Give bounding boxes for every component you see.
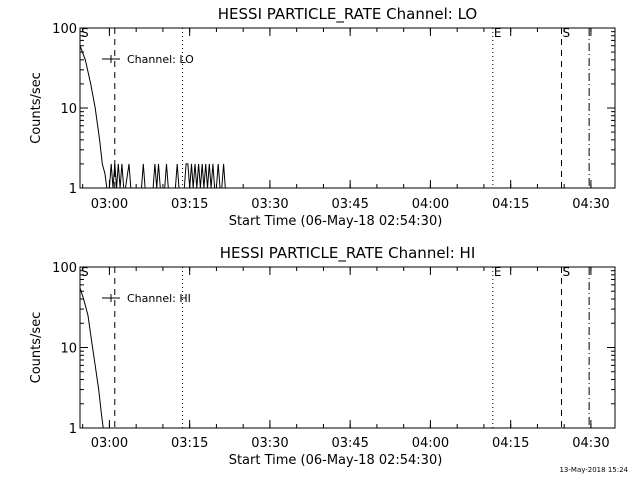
- x-tick-label: 04:15: [492, 436, 529, 451]
- legend-label: Channel: HI: [127, 292, 191, 305]
- y-tick-label: 100: [52, 261, 77, 276]
- x-tick-label: 04:00: [412, 436, 449, 451]
- series-line: [80, 45, 228, 188]
- x-tick-label: 04:30: [572, 197, 609, 212]
- marker-label: S: [563, 265, 571, 279]
- x-tick-label: 03:00: [91, 197, 128, 212]
- x-tick-label: 03:00: [91, 436, 128, 451]
- x-axis-label: Start Time (06-May-18 02:54:30): [229, 453, 443, 468]
- y-tick-label: 10: [60, 102, 77, 117]
- chart-panel-2: HESSI PARTICLE_RATE Channel: HI 03:00 03:1…: [29, 244, 616, 468]
- marker-label: S: [563, 26, 571, 40]
- y-tick-label: 10: [60, 342, 77, 357]
- marker-label: E: [494, 265, 502, 279]
- x-tick-label: 04:15: [492, 197, 529, 212]
- marker-label: S: [81, 26, 89, 40]
- x-tick-label: 03:30: [251, 436, 288, 451]
- y-axis-label: Counts/sec: [29, 312, 44, 384]
- y-tick-label: 1: [69, 182, 77, 197]
- x-tick-label: 03:15: [171, 436, 208, 451]
- x-tick-label: 03:45: [331, 436, 368, 451]
- x-tick-label: 03:45: [331, 197, 368, 212]
- series-line: [80, 287, 104, 428]
- y-tick-label: 1: [69, 422, 77, 437]
- x-axis-label: Start Time (06-May-18 02:54:30): [229, 214, 443, 229]
- chart-panel-1: HESSI PARTICLE_RATE Channel: LO 03:00 03:1…: [29, 5, 616, 229]
- x-tick-label: 03:30: [251, 197, 288, 212]
- marker-label: S: [81, 265, 89, 279]
- y-tick-label: 100: [52, 22, 77, 37]
- plot-frame: [79, 27, 616, 189]
- legend-label: Channel: LO: [127, 53, 194, 66]
- marker-label: E: [494, 26, 502, 40]
- x-tick-label: 04:00: [412, 197, 449, 212]
- chart-title: HESSI PARTICLE_RATE Channel: LO: [218, 5, 477, 24]
- chart-title: HESSI PARTICLE_RATE Channel: HI: [220, 244, 476, 263]
- plot-timestamp: 13-May-2018 15:24: [559, 466, 628, 474]
- y-axis-label: Counts/sec: [29, 72, 44, 144]
- x-tick-label: 04:30: [572, 436, 609, 451]
- x-tick-label: 03:15: [171, 197, 208, 212]
